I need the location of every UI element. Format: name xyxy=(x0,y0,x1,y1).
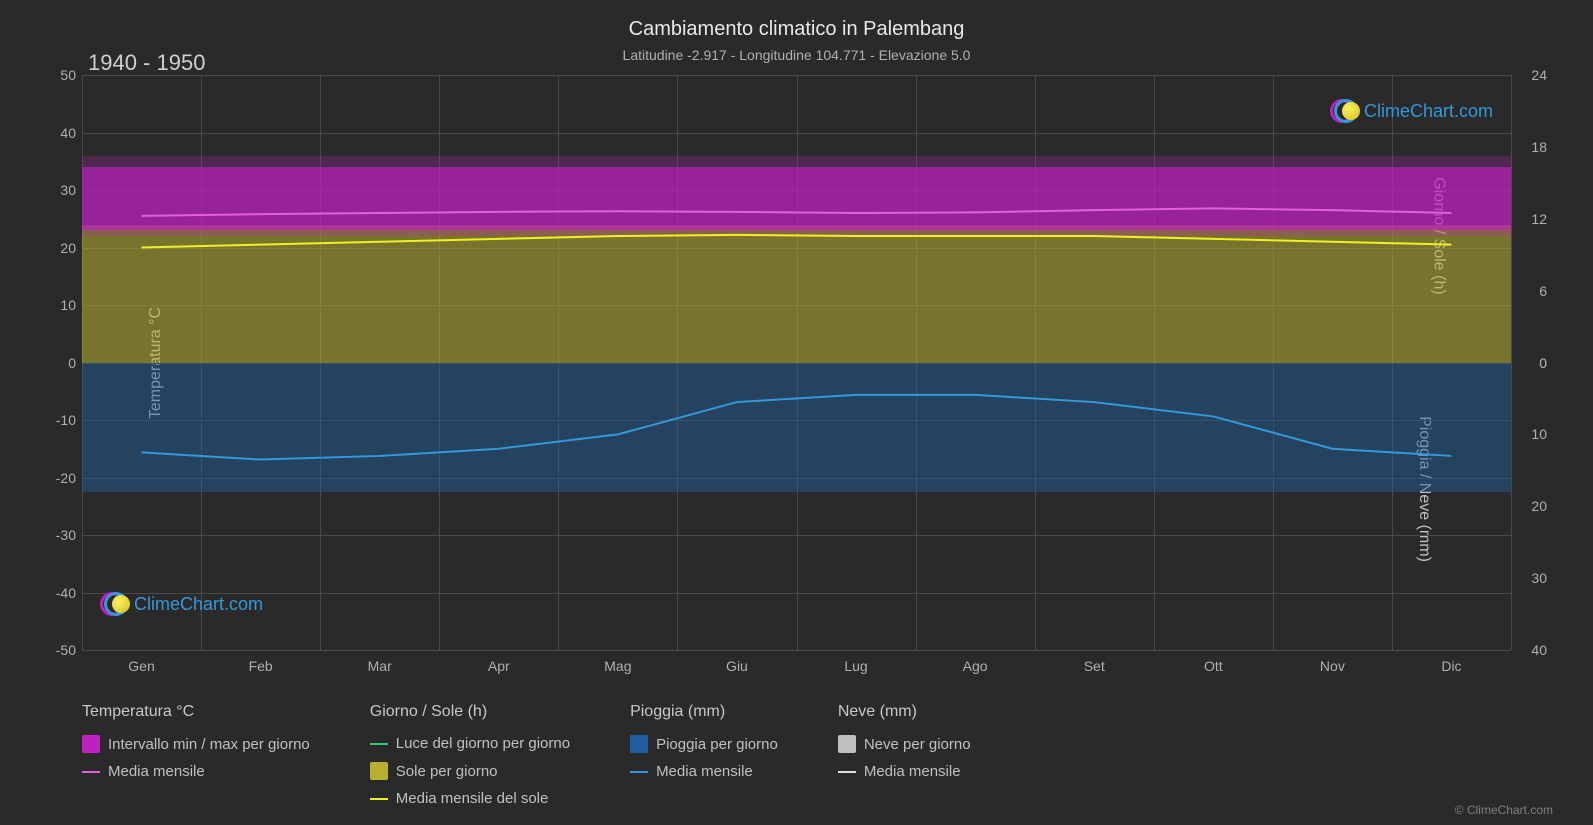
x-tick: Gen xyxy=(128,658,154,674)
legend-label: Luce del giorno per giorno xyxy=(396,735,570,752)
legend-header: Neve (mm) xyxy=(838,703,971,721)
legend-group: Neve (mm) Neve per giorno Media mensile xyxy=(838,703,971,807)
x-tick: Apr xyxy=(488,658,510,674)
legend-label: Media mensile xyxy=(864,763,961,780)
y-tick-left: 20 xyxy=(40,240,76,256)
legend-group: Pioggia (mm) Pioggia per giorno Media mens… xyxy=(630,703,778,807)
legend-item: Sole per giorno xyxy=(370,762,570,780)
chart-subtitle: Latitudine -2.917 - Longitudine 104.771 … xyxy=(40,47,1553,63)
legend-line-icon xyxy=(370,743,388,745)
legend-swatch-icon xyxy=(838,735,856,753)
legend-item: Luce del giorno per giorno xyxy=(370,735,570,752)
sun-band xyxy=(82,225,1511,363)
y-tick-left: -30 xyxy=(40,527,76,543)
legend-item: Media mensile xyxy=(838,763,971,780)
legend-swatch-icon xyxy=(630,735,648,753)
y-tick-left: -20 xyxy=(40,470,76,486)
y-tick-left: 40 xyxy=(40,125,76,141)
legend-line-icon xyxy=(370,798,388,800)
x-tick: Giu xyxy=(726,658,748,674)
x-tick: Nov xyxy=(1320,658,1345,674)
x-tick: Ott xyxy=(1204,658,1223,674)
x-tick: Mar xyxy=(368,658,392,674)
y-tick-right: 40 xyxy=(1531,642,1547,658)
x-tick: Feb xyxy=(249,658,273,674)
legend-header: Giorno / Sole (h) xyxy=(370,703,570,721)
legend-line-icon xyxy=(630,771,648,773)
legend-label: Pioggia per giorno xyxy=(656,736,778,753)
y-tick-right: 18 xyxy=(1531,139,1547,155)
y-tick-left: -10 xyxy=(40,412,76,428)
y-tick-left: -50 xyxy=(40,642,76,658)
legend-header: Temperatura °C xyxy=(82,703,310,721)
y-tick-right: 30 xyxy=(1531,570,1547,586)
legend-item: Media mensile del sole xyxy=(370,790,570,807)
logo-text: ClimeChart.com xyxy=(134,594,263,615)
x-tick: Dic xyxy=(1441,658,1461,674)
legend-swatch-icon xyxy=(82,735,100,753)
plot-area: Temperatura °C Giorno / Sole (h) Pioggia… xyxy=(82,75,1511,650)
legend-line-icon xyxy=(82,771,100,773)
y-tick-right: 20 xyxy=(1531,498,1547,514)
legend: Temperatura °C Intervallo min / max per g… xyxy=(82,703,1511,807)
legend-item: Neve per giorno xyxy=(838,735,971,753)
legend-label: Media mensile del sole xyxy=(396,790,549,807)
legend-line-icon xyxy=(838,771,856,773)
chart-title: Cambiamento climatico in Palembang xyxy=(40,18,1553,41)
legend-item: Media mensile xyxy=(630,763,778,780)
legend-swatch-icon xyxy=(370,762,388,780)
legend-label: Neve per giorno xyxy=(864,736,971,753)
legend-label: Media mensile xyxy=(656,763,753,780)
y-tick-left: 30 xyxy=(40,182,76,198)
y-tick-left: 10 xyxy=(40,297,76,313)
logo-icon xyxy=(100,590,128,618)
logo-text: ClimeChart.com xyxy=(1364,101,1493,122)
y-tick-right: 12 xyxy=(1531,211,1547,227)
grid-h xyxy=(82,650,1511,651)
year-range-label: 1940 - 1950 xyxy=(88,50,205,76)
temp-range-band xyxy=(82,167,1511,230)
x-tick: Lug xyxy=(844,658,867,674)
chart-container: Cambiamento climatico in Palembang Latit… xyxy=(0,0,1593,825)
y-tick-left: -40 xyxy=(40,585,76,601)
x-tick: Ago xyxy=(963,658,988,674)
legend-label: Sole per giorno xyxy=(396,763,498,780)
legend-item: Intervallo min / max per giorno xyxy=(82,735,310,753)
y-tick-right: 0 xyxy=(1539,355,1547,371)
legend-header: Pioggia (mm) xyxy=(630,703,778,721)
y-tick-left: 0 xyxy=(40,355,76,371)
x-tick: Set xyxy=(1084,658,1105,674)
y-tick-right: 10 xyxy=(1531,426,1547,442)
watermark-logo: ClimeChart.com xyxy=(1330,97,1493,125)
legend-label: Media mensile xyxy=(108,763,205,780)
y-tick-right: 24 xyxy=(1531,67,1547,83)
watermark-logo: ClimeChart.com xyxy=(100,590,263,618)
rain-band xyxy=(82,363,1511,492)
copyright: © ClimeChart.com xyxy=(1455,803,1553,817)
legend-item: Pioggia per giorno xyxy=(630,735,778,753)
y-tick-right: 6 xyxy=(1539,283,1547,299)
x-tick: Mag xyxy=(604,658,631,674)
legend-group: Temperatura °C Intervallo min / max per g… xyxy=(82,703,310,807)
logo-icon xyxy=(1330,97,1358,125)
legend-label: Intervallo min / max per giorno xyxy=(108,736,310,753)
legend-group: Giorno / Sole (h) Luce del giorno per gio… xyxy=(370,703,570,807)
y-tick-left: 50 xyxy=(40,67,76,83)
grid-v xyxy=(1511,75,1512,650)
legend-item: Media mensile xyxy=(82,763,310,780)
